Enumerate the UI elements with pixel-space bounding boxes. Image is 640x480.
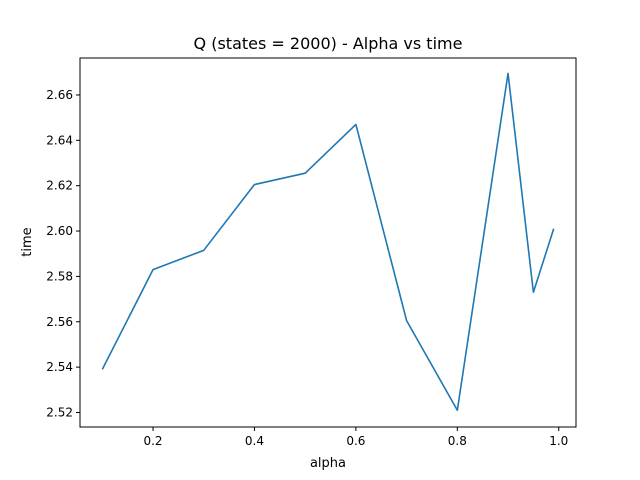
axes-frame bbox=[79, 57, 577, 428]
y-tick-label: 2.60 bbox=[46, 224, 73, 238]
y-tick-label: 2.64 bbox=[46, 133, 73, 147]
y-axis-label: time bbox=[20, 227, 35, 256]
x-tick-label: 0.4 bbox=[245, 434, 264, 448]
x-tick-label: 1.0 bbox=[549, 434, 568, 448]
y-tick-label: 2.62 bbox=[46, 179, 73, 193]
y-tick-label: 2.52 bbox=[46, 405, 73, 419]
x-tick-label: 0.6 bbox=[346, 434, 365, 448]
y-tick-label: 2.58 bbox=[46, 269, 73, 283]
y-tick-label: 2.56 bbox=[46, 315, 73, 329]
x-tick-label: 0.2 bbox=[143, 434, 162, 448]
plot-area: 0.2 0.4 0.6 0.8 1.0 2.52 2.54 2.56 2.58 2.60 2.62 2… bbox=[46, 57, 577, 448]
y-tick-label: 2.66 bbox=[46, 88, 73, 102]
x-axis-label: alpha bbox=[310, 456, 346, 471]
y-tick-label: 2.54 bbox=[46, 360, 73, 374]
x-tick-label: 0.8 bbox=[448, 434, 467, 448]
series-line bbox=[101, 72, 555, 412]
chart-title: Q (states = 2000) - Alpha vs time bbox=[194, 34, 463, 53]
